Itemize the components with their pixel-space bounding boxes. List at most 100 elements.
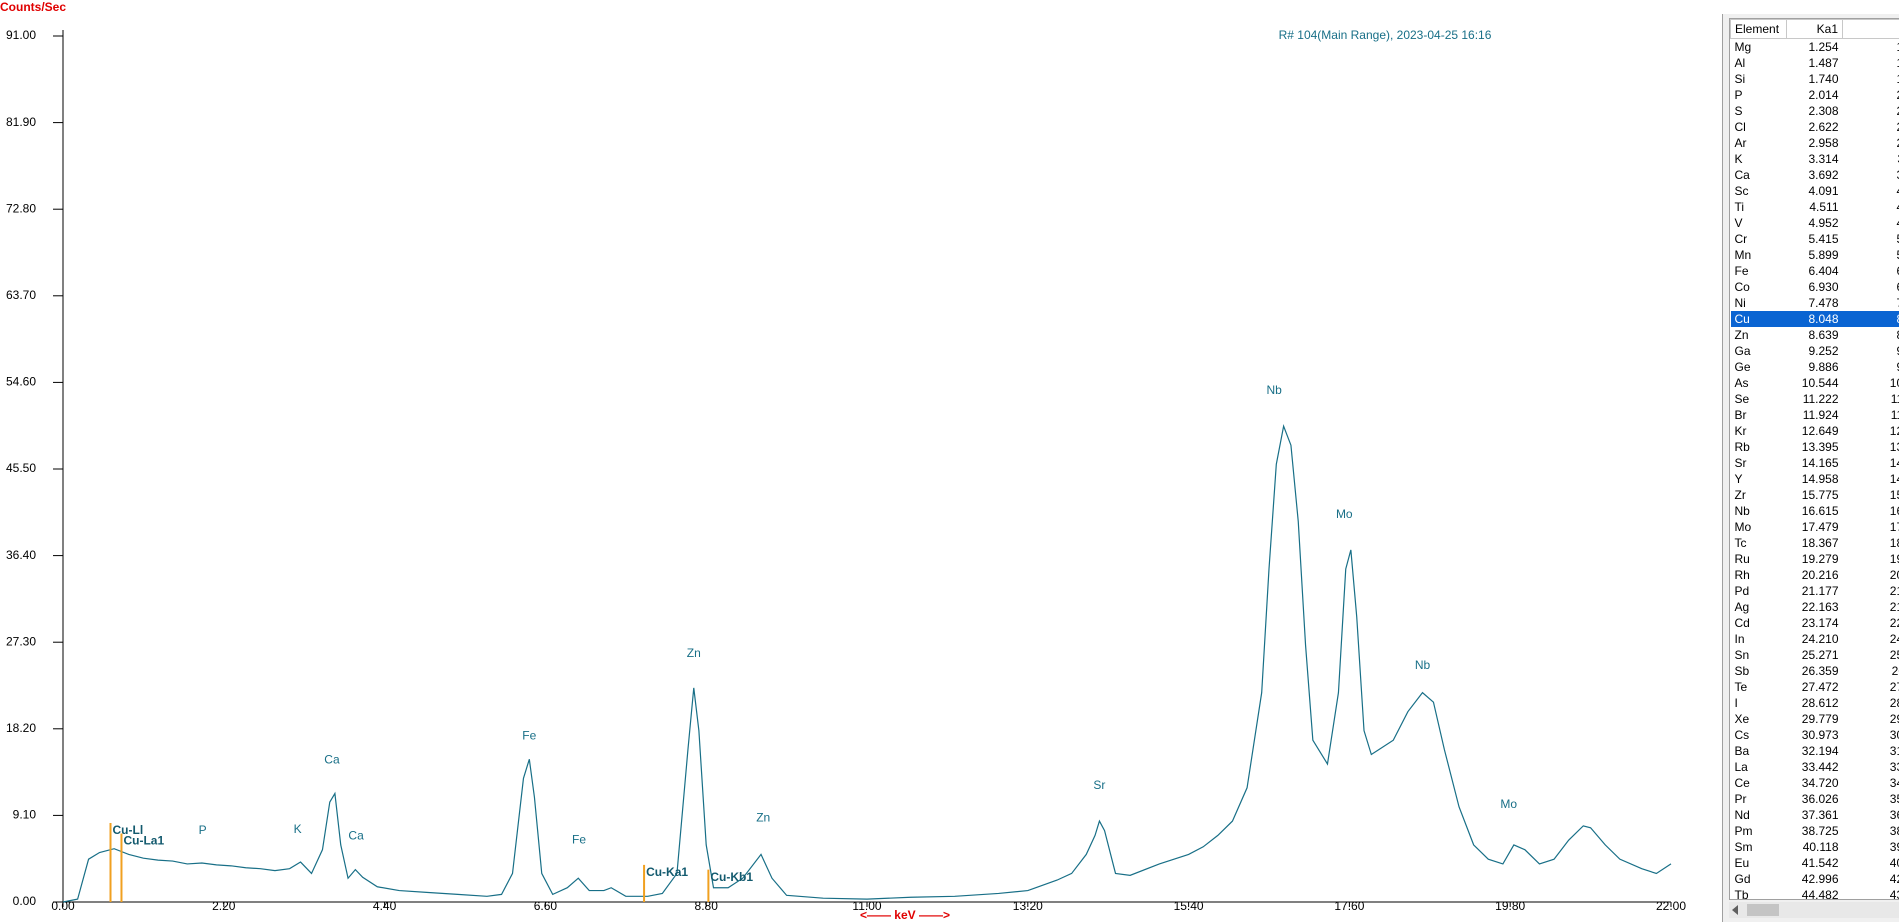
element-row[interactable]: Te 27.472 27.202 bbox=[1731, 679, 1899, 695]
element-row[interactable]: Mo 17.479 17.374 bbox=[1731, 519, 1899, 535]
element-row[interactable]: Al 1.487 1.486 bbox=[1731, 55, 1899, 71]
element-row[interactable]: Ba 32.194 31.817 bbox=[1731, 743, 1899, 759]
energy-cell: 44.482 bbox=[1801, 888, 1839, 900]
element-row[interactable]: S 2.308 2.307 bbox=[1731, 103, 1899, 119]
element-row[interactable]: Nd 37.361 36.847 bbox=[1731, 807, 1899, 823]
element-row[interactable]: K 3.314 3.311 bbox=[1731, 151, 1899, 167]
element-row[interactable]: Ce 34.720 34.279 bbox=[1731, 775, 1899, 791]
element-row[interactable]: Cu8.0488.028 bbox=[1730, 311, 1899, 327]
energy-cell: 1.486 bbox=[1843, 55, 1899, 71]
energy-cell: 8.048 bbox=[1786, 311, 1843, 327]
energy-cell: 42.309 bbox=[1889, 872, 1899, 886]
element-row[interactable]: Mn 5.899 5.888 bbox=[1731, 247, 1899, 263]
element-row[interactable]: Eu 41.542 40.902 bbox=[1731, 855, 1899, 871]
element-row[interactable]: Co 6.930 6.915 bbox=[1731, 279, 1899, 295]
energy-cell: 27.202 bbox=[1889, 680, 1899, 694]
element-row[interactable]: Kr 12.649 12.598 bbox=[1731, 423, 1899, 439]
element-row[interactable]: Pd 21.177 21.020 bbox=[1731, 583, 1899, 599]
element-row[interactable]: Zr 15.775 15.691 bbox=[1731, 487, 1899, 503]
element-row[interactable]: La 33.442 33.034 bbox=[1731, 759, 1899, 775]
element-row[interactable]: Tc 18.367 18.251 bbox=[1731, 535, 1899, 551]
element-row[interactable]: Sn 25.271 25.044 bbox=[1731, 647, 1899, 663]
energy-cell: 4.086 bbox=[1843, 183, 1899, 199]
element-row[interactable]: Br 11.924 11.878 bbox=[1731, 407, 1899, 423]
energy-cell: 4.945 bbox=[1843, 215, 1899, 231]
element-row[interactable]: Zn 8.639 8.616 bbox=[1731, 327, 1899, 343]
element-row[interactable]: Gd 42.996 42.309 bbox=[1731, 871, 1899, 887]
energy-cell: 9.225 bbox=[1843, 343, 1899, 359]
element-row[interactable]: Ar 2.958 2.956 bbox=[1731, 135, 1899, 151]
scroll-thumb[interactable] bbox=[1747, 904, 1779, 916]
element-row[interactable]: Ti 4.511 4.505 bbox=[1731, 199, 1899, 215]
scroll-left[interactable] bbox=[1732, 905, 1738, 915]
peak-label: Zn bbox=[756, 810, 770, 824]
element-row[interactable]: Sb 26.359 26.111 bbox=[1731, 663, 1899, 679]
element-row[interactable]: V 4.952 4.945 bbox=[1731, 215, 1899, 231]
element-row[interactable]: Sr 14.165 14.098 bbox=[1731, 455, 1899, 471]
energy-cell: 9.252 bbox=[1808, 344, 1839, 358]
energy-cell: 33.034 bbox=[1889, 760, 1899, 774]
energy-cell: 10.544 bbox=[1801, 376, 1839, 390]
element-name: Fe bbox=[1734, 264, 1749, 278]
element-name: As bbox=[1734, 376, 1749, 390]
element-row[interactable]: Se 11.222 11.181 bbox=[1731, 391, 1899, 407]
element-row[interactable]: Sm 40.118 39.522 bbox=[1731, 839, 1899, 855]
element-name: Se bbox=[1734, 392, 1750, 406]
energy-cell: 9.855 bbox=[1843, 359, 1899, 375]
element-row[interactable]: Xe 29.779 29.458 bbox=[1731, 711, 1899, 727]
element-row[interactable]: Ge 9.886 9.855 bbox=[1731, 359, 1899, 375]
element-row[interactable]: Cs 30.973 30.625 bbox=[1731, 727, 1899, 743]
element-row[interactable]: Ni 7.478 7.461 bbox=[1731, 295, 1899, 311]
element-name: Ge bbox=[1734, 360, 1751, 374]
element-row[interactable]: Fe 6.404 6.391 bbox=[1731, 263, 1899, 279]
element-row[interactable]: As 10.544 10.508 bbox=[1731, 375, 1899, 391]
element-row[interactable]: Mg 1.254 1.254 bbox=[1731, 39, 1899, 56]
element-row[interactable]: Sc 4.091 4.086 bbox=[1731, 183, 1899, 199]
element-name: S bbox=[1734, 104, 1743, 118]
element-name: Tb bbox=[1734, 888, 1749, 900]
element-row[interactable]: Cl 2.622 2.621 bbox=[1731, 119, 1899, 135]
energy-cell: 9.886 bbox=[1808, 360, 1839, 374]
element-row[interactable]: Cd 23.174 22.984 bbox=[1731, 615, 1899, 631]
energy-cell: 14.165 bbox=[1801, 456, 1839, 470]
element-name: Xe bbox=[1734, 712, 1750, 726]
y-axis-label: Counts/Sec bbox=[0, 0, 66, 14]
energy-cell: 30.625 bbox=[1889, 728, 1899, 742]
element-row[interactable]: Pm 38.725 38.171 bbox=[1731, 823, 1899, 839]
element-row[interactable]: Ga 9.252 9.225 bbox=[1731, 343, 1899, 359]
element-row[interactable]: Cr 5.415 5.405 bbox=[1731, 231, 1899, 247]
element-row[interactable]: Si 1.740 1.739 bbox=[1731, 71, 1899, 87]
element-row[interactable]: Ag 22.163 21.990 bbox=[1731, 599, 1899, 615]
energy-cell: 16.615 bbox=[1801, 504, 1839, 518]
energy-cell: 13.395 bbox=[1801, 440, 1839, 454]
element-row[interactable]: I 28.612 28.317 bbox=[1731, 695, 1899, 711]
element-name: Sr bbox=[1734, 456, 1747, 470]
energy-cell: 3.688 bbox=[1843, 167, 1899, 183]
element-name: Sb bbox=[1734, 664, 1750, 678]
energy-cell: 40.902 bbox=[1889, 856, 1899, 870]
element-name: Cr bbox=[1734, 232, 1748, 246]
element-name: P bbox=[1734, 88, 1743, 102]
scrollbar[interactable] bbox=[1729, 902, 1899, 918]
element-name: Ga bbox=[1734, 344, 1751, 358]
element-name: Zr bbox=[1734, 488, 1746, 502]
element-row[interactable]: Tb 44.482 43.744 bbox=[1731, 887, 1899, 900]
element-row[interactable]: Ca 3.692 3.688 bbox=[1731, 167, 1899, 183]
element-row[interactable]: In 24.210 24.002 bbox=[1731, 631, 1899, 647]
element-row[interactable]: P 2.014 2.013 bbox=[1731, 87, 1899, 103]
element-row[interactable]: Y 14.958 14.883 bbox=[1731, 471, 1899, 487]
element-row[interactable]: Rh 20.216 20.074 bbox=[1731, 567, 1899, 583]
y-tick-label: 36.40 bbox=[6, 548, 36, 562]
y-tick-label: 0.00 bbox=[13, 894, 37, 908]
energy-cell: 14.098 bbox=[1889, 456, 1899, 470]
energy-cell: 26.111 bbox=[1891, 664, 1899, 678]
element-row[interactable]: Rb 13.395 13.336 bbox=[1731, 439, 1899, 455]
element-row[interactable]: Ru 19.279 19.150 bbox=[1731, 551, 1899, 567]
element-name: Mg bbox=[1734, 40, 1752, 54]
element-row[interactable]: Nb 16.615 16.521 bbox=[1731, 503, 1899, 519]
energy-cell: 4.511 bbox=[1809, 200, 1839, 214]
energy-cell: 11.878 bbox=[1890, 408, 1899, 422]
element-row[interactable]: Pr 36.026 35.550 bbox=[1731, 791, 1899, 807]
spectrum-line bbox=[62, 424, 1672, 903]
energy-cell: 34.279 bbox=[1889, 776, 1899, 790]
